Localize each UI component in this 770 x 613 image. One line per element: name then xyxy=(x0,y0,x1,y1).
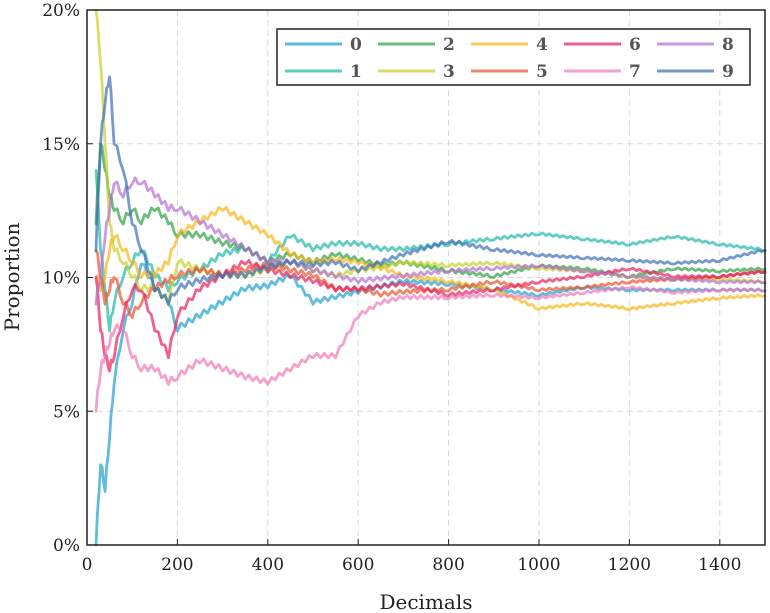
legend-label-0: 0 xyxy=(350,35,362,55)
x-tick-label: 1200 xyxy=(608,555,651,575)
legend: 0 1 2 3 4 5 6 7 8 9 xyxy=(276,28,751,86)
legend-label-2: 2 xyxy=(443,35,455,55)
legend-label-1: 1 xyxy=(350,62,362,82)
y-tick-label: 5% xyxy=(53,402,80,422)
series-line-1 xyxy=(94,169,767,333)
legend-label-3: 3 xyxy=(443,62,455,82)
x-tick-label: 0 xyxy=(82,555,93,575)
series-line-7 xyxy=(94,285,767,413)
series-line-6 xyxy=(94,258,767,373)
y-tick-label: 10% xyxy=(42,269,80,289)
legend-label-4: 4 xyxy=(536,35,548,55)
x-tick-label: 800 xyxy=(432,555,464,575)
grid xyxy=(87,10,765,545)
x-tick-label: 600 xyxy=(342,555,374,575)
series-line-9 xyxy=(94,75,767,306)
legend-box xyxy=(276,28,751,86)
x-tick-label: 400 xyxy=(252,555,284,575)
legend-label-6: 6 xyxy=(629,35,641,55)
series-line-2 xyxy=(94,142,767,279)
series-line-4 xyxy=(94,206,767,312)
legend-label-5: 5 xyxy=(536,62,548,82)
x-tick-label: 1000 xyxy=(517,555,560,575)
x-axis-title: Decimals xyxy=(379,590,472,613)
legend-label-7: 7 xyxy=(629,62,641,82)
axis-ticks: 0 200 400 600 800 1000 1200 1400 0% 5% 10% 15% 20% xyxy=(42,1,741,575)
x-tick-label: 200 xyxy=(161,555,193,575)
series-line-8 xyxy=(94,176,767,306)
y-axis-title: Proportion xyxy=(0,222,24,331)
legend-label-8: 8 xyxy=(722,35,734,55)
legend-label-9: 9 xyxy=(722,62,734,82)
series-lines xyxy=(94,8,767,547)
x-tick-label: 1400 xyxy=(698,555,741,575)
y-tick-label: 20% xyxy=(42,1,80,21)
series-line-5 xyxy=(94,249,767,320)
y-tick-label: 0% xyxy=(53,536,80,556)
y-tick-label: 15% xyxy=(42,135,80,155)
